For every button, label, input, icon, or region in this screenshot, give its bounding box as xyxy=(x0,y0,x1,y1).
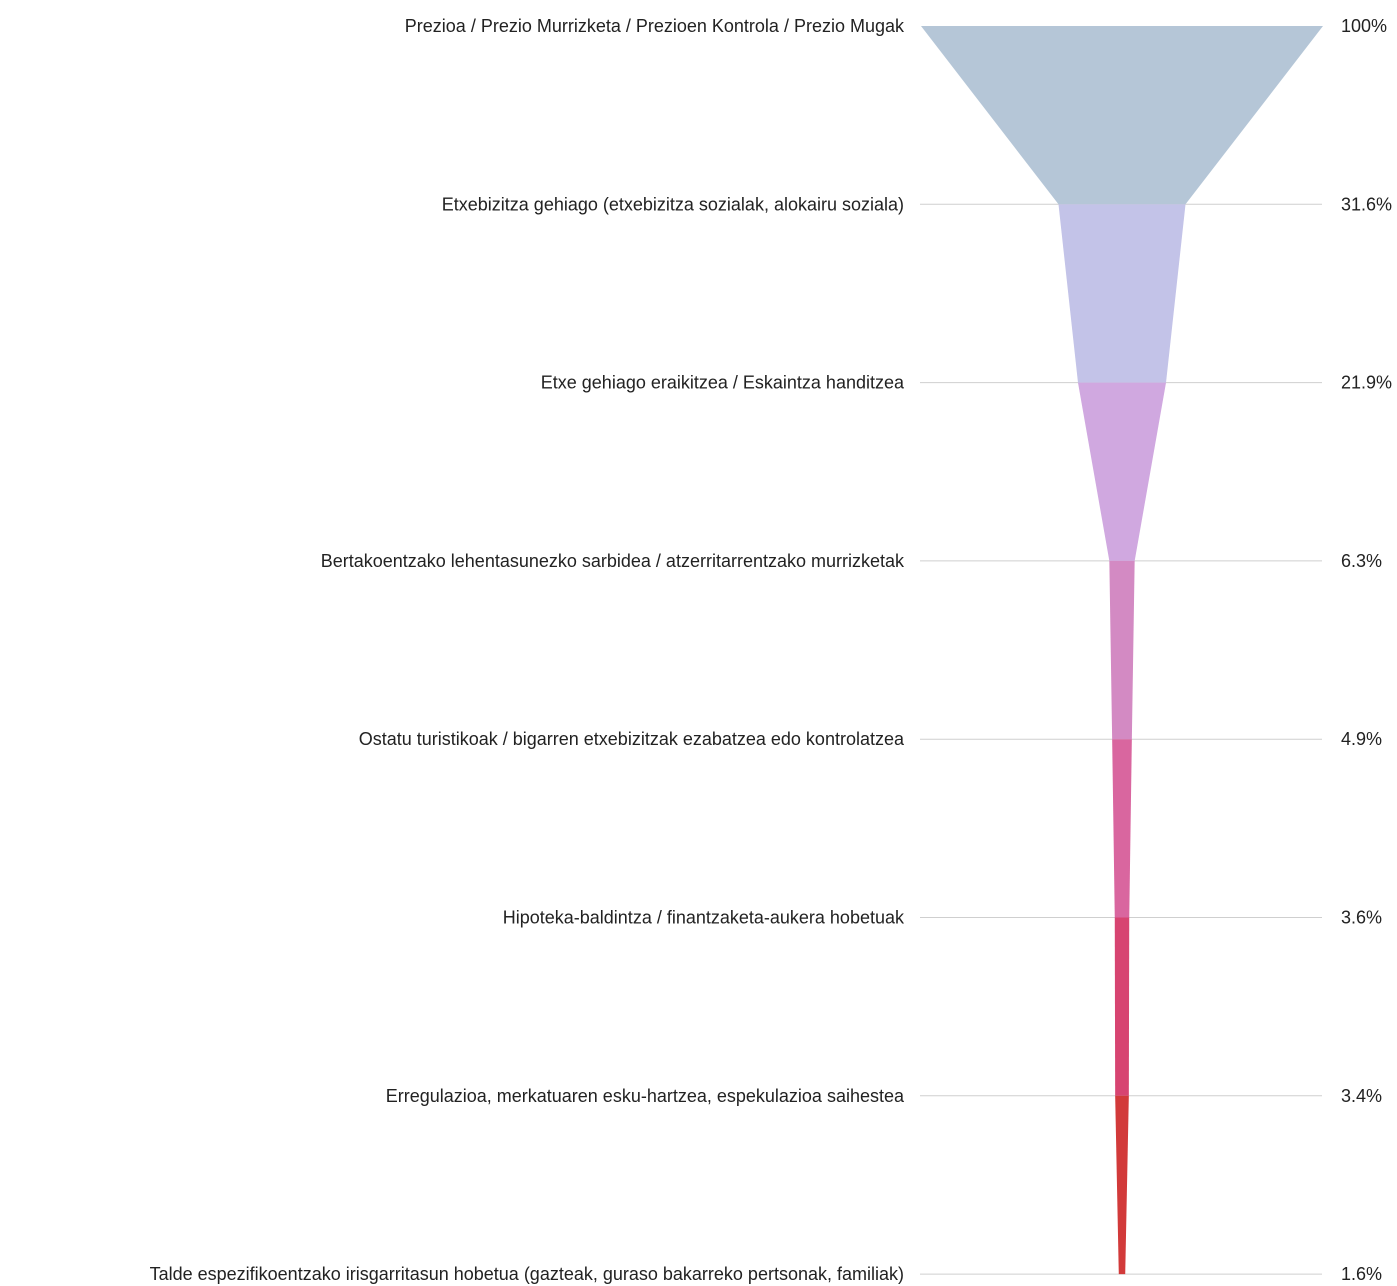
category-label: Erregulazioa, merkatuaren esku-hartzea, … xyxy=(386,1086,905,1106)
value-label: 4.9% xyxy=(1341,729,1382,749)
category-labels: Prezioa / Prezio Murrizketa / Prezioen K… xyxy=(150,16,905,1284)
funnel-segment xyxy=(1109,560,1135,740)
funnel-segment xyxy=(1114,917,1130,1096)
value-label: 1.6% xyxy=(1341,1264,1382,1284)
category-label: Etxe gehiago eraikitzea / Eskaintza hand… xyxy=(541,373,905,393)
funnel-segments xyxy=(921,26,1323,1275)
value-labels: 100% 31.6% 21.9% 6.3% 4.9% 3.6% 3.4% 1.6% xyxy=(1341,16,1392,1284)
category-label: Etxebizitza gehiago (etxebizitza soziala… xyxy=(442,194,904,214)
value-label: 3.6% xyxy=(1341,908,1382,928)
category-label: Bertakoentzako lehentasunezko sarbidea /… xyxy=(321,551,905,571)
value-label: 3.4% xyxy=(1341,1086,1382,1106)
value-label: 100% xyxy=(1341,16,1387,36)
category-label: Hipoteka-baldintza / finantzaketa-aukera… xyxy=(503,908,905,928)
value-label: 31.6% xyxy=(1341,194,1392,214)
funnel-segment xyxy=(1077,382,1167,561)
funnel-segment xyxy=(1112,739,1132,918)
funnel-segment xyxy=(921,26,1323,205)
category-label: Talde espezifikoentzako irisgarritasun h… xyxy=(150,1264,904,1284)
category-label: Prezioa / Prezio Murrizketa / Prezioen K… xyxy=(405,16,905,36)
category-label: Ostatu turistikoak / bigarren etxebizitz… xyxy=(359,729,905,749)
funnel-segment xyxy=(1115,1095,1129,1275)
value-label: 21.9% xyxy=(1341,373,1392,393)
funnel-segment xyxy=(1058,204,1186,383)
value-label: 6.3% xyxy=(1341,551,1382,571)
